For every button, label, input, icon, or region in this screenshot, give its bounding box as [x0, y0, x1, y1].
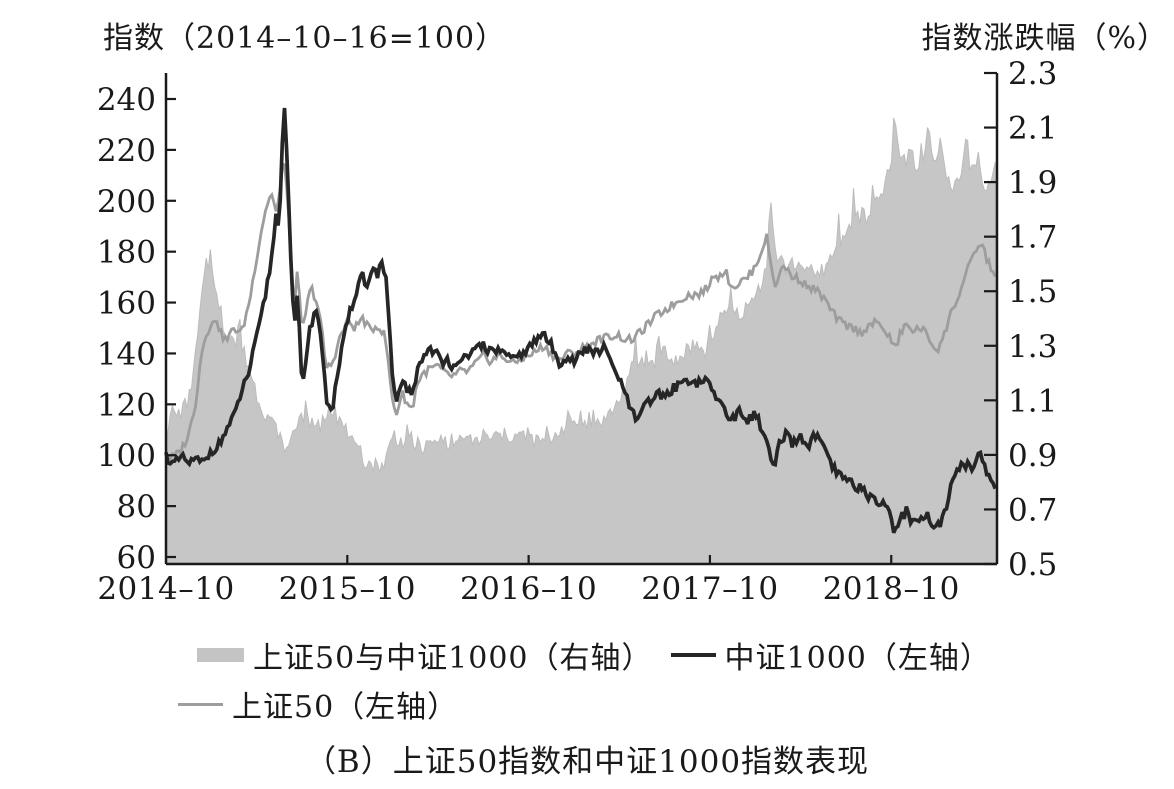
left-tick-label: 240: [97, 82, 156, 118]
right-axis-title: 指数涨跌幅（%）: [921, 21, 1168, 56]
left-tick-label: 120: [97, 387, 156, 423]
legend-gray-line-swatch: [178, 702, 223, 706]
legend-label-csi1000: 中证1000（左轴）: [724, 641, 991, 676]
left-tick-label: 220: [97, 133, 156, 169]
left-tick-label: 160: [97, 286, 156, 322]
right-tick-label: 0.5: [1008, 547, 1057, 583]
ratio-area-path: [165, 117, 998, 565]
right-tick-label: 2.1: [1008, 111, 1057, 147]
legend-row-2: 上证50（左轴）: [178, 682, 458, 726]
right-tick-label: 0.7: [1008, 492, 1057, 528]
right-tick-label: 1.1: [1008, 383, 1057, 419]
figure-caption: （B）上证50指数和中证1000指数表现: [304, 744, 870, 780]
x-tick-label: 2015–10: [279, 571, 416, 607]
series-lines: [164, 107, 997, 534]
legend-label-sse50: 上证50（左轴）: [232, 690, 459, 725]
right-tick-label: 1.9: [1008, 165, 1057, 201]
legend-area-swatch: [197, 648, 244, 662]
right-tick-label: 1.3: [1008, 329, 1057, 365]
right-tick-label: 1.5: [1008, 274, 1057, 310]
tick-labels: 240 220 200 180 160 140 120 100 80 60 2.3 2.1 1.9 1.7…: [97, 56, 1057, 607]
right-tick-label: 1.7: [1008, 220, 1057, 256]
legend-label-ratio-area: 上证50与中证1000（右轴）: [253, 641, 653, 676]
x-tick-label: 2017–10: [641, 571, 778, 607]
x-tick-label: 2014–10: [97, 571, 234, 607]
legend-black-line-swatch: [670, 653, 716, 657]
left-line-path: [164, 107, 997, 534]
left-tick-label: 100: [97, 438, 156, 474]
series-ratio-area: [165, 117, 998, 565]
left-axis-title: 指数（2014–10–16=100）: [103, 21, 507, 56]
left-tick-label: 200: [97, 184, 156, 220]
left-tick-label: 140: [97, 336, 156, 372]
x-tick-label: 2018–10: [823, 571, 960, 607]
x-tick-label: 2016–10: [460, 571, 597, 607]
right-tick-label: 2.3: [1008, 56, 1057, 92]
right-tick-label: 0.9: [1008, 438, 1057, 474]
legend-row-1: 上证50与中证1000（右轴） 中证1000（左轴）: [197, 633, 991, 677]
left-tick-label: 60: [117, 540, 156, 576]
left-tick-label: 180: [97, 235, 156, 271]
left-tick-label: 80: [117, 489, 156, 525]
axes-and-ticks: [164, 71, 999, 566]
